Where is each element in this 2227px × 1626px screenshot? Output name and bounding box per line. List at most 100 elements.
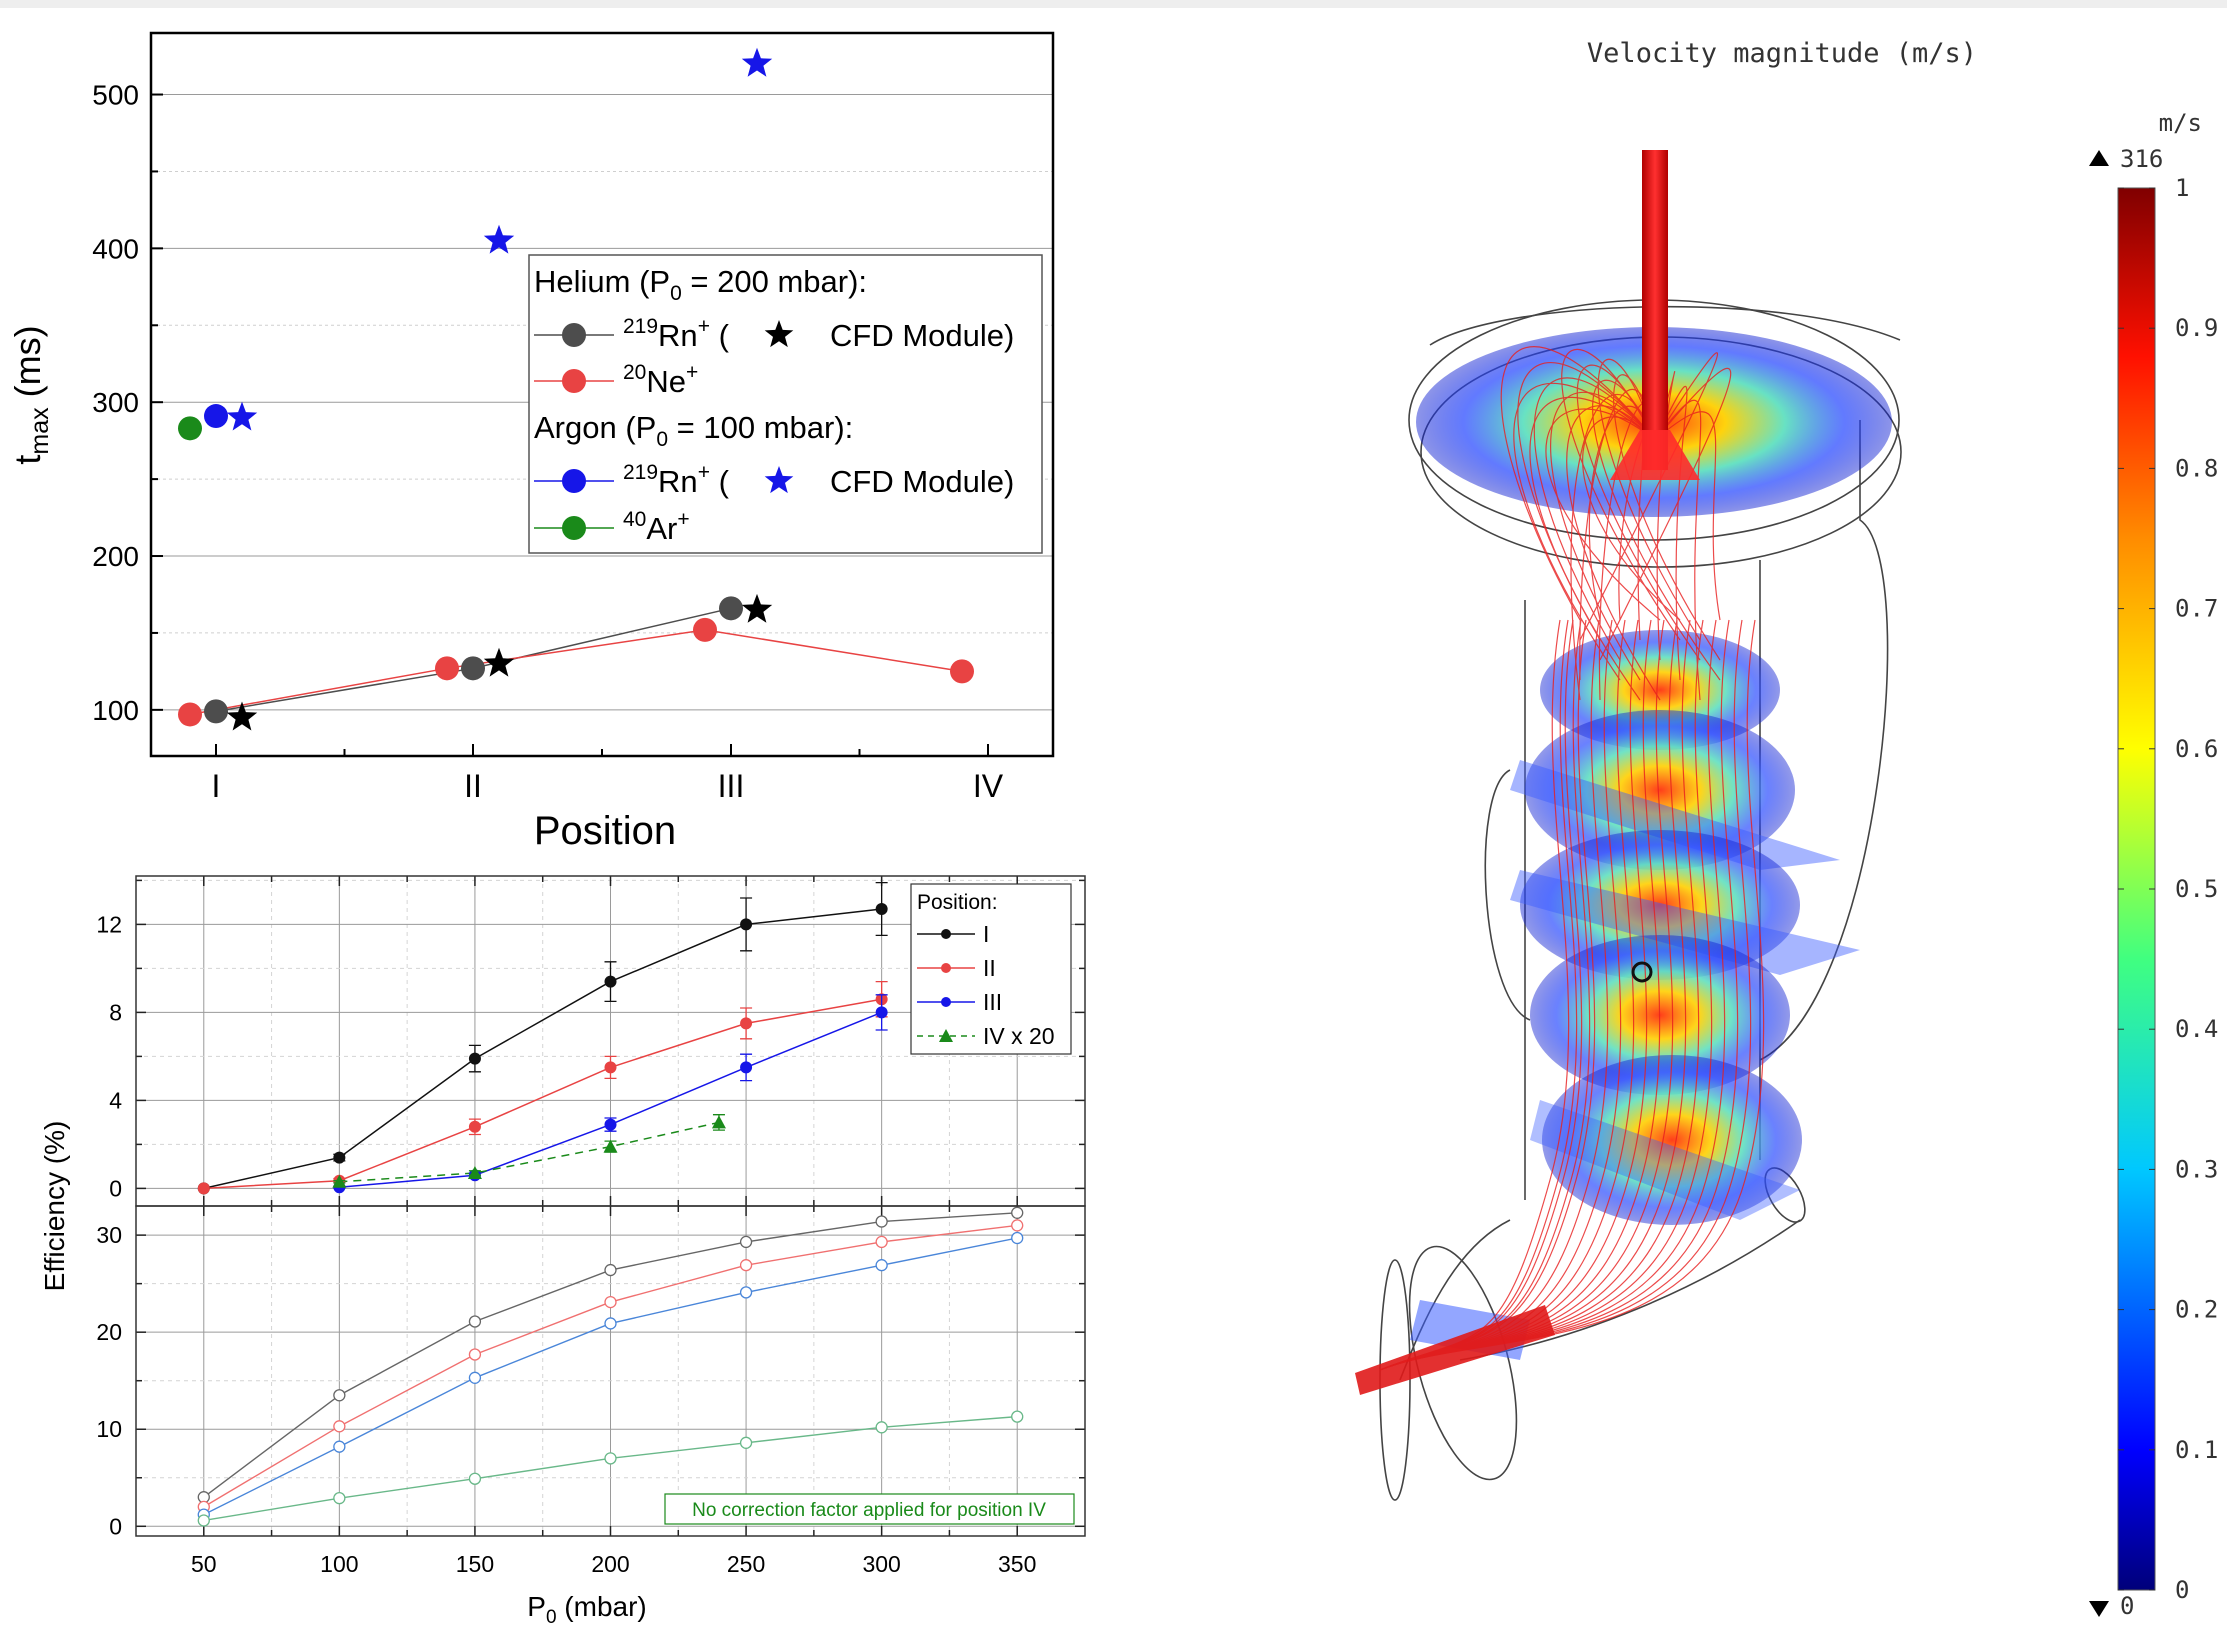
legend-he-rn-marker <box>562 323 586 347</box>
eff-top-axis-ticks: 0 4 8 12 <box>96 876 1085 1206</box>
eff-bottom-point-1 <box>468 1348 482 1361</box>
streamline <box>1582 416 1681 621</box>
eff-y-tick-label: 8 <box>109 999 122 1025</box>
eff-bottom-point-0 <box>739 1235 753 1249</box>
eff-legend-marker <box>941 929 951 939</box>
tmax-point-he_rn_cfd <box>483 647 515 677</box>
tmax-point-he_rn <box>719 596 743 621</box>
tmax-point-he_rn <box>204 699 228 724</box>
eff-x-tick-label: 200 <box>591 1551 629 1577</box>
eff-top-point-0 <box>875 903 888 915</box>
eff-legend-marker <box>941 997 951 1007</box>
legend-ar-rn-marker <box>562 469 586 493</box>
eff-legend-label: II <box>983 955 996 981</box>
tmax-point-ar_rn_cfd <box>226 401 258 431</box>
eff-legend-marker <box>939 1029 953 1042</box>
colorbar-min-triangle <box>2089 1601 2109 1617</box>
streamline <box>1592 379 1721 681</box>
eff-legend-title: Position: <box>917 891 998 914</box>
tmax-point-ar_rn_cfd <box>483 224 515 254</box>
tmax-point-he_ne <box>178 702 202 727</box>
eff-legend-label: I <box>983 921 989 947</box>
eff-annotation-box <box>664 1493 1075 1525</box>
tmax-point-ar_ar <box>178 416 202 441</box>
tmax-point-he_ne <box>435 656 459 681</box>
eff-bottom-point-0 <box>1011 1206 1024 1219</box>
colorbar-min-label: 0 <box>2120 1592 2134 1620</box>
eff-bottom-point-2 <box>875 1259 888 1272</box>
colorbar-max-triangle <box>2089 150 2109 166</box>
streamline <box>1588 405 1656 621</box>
top-bar <box>0 0 2227 8</box>
tmax-point-he_ne <box>950 659 974 684</box>
eff-top-point-3 <box>332 1174 347 1188</box>
eff-legend-label: IV x 20 <box>983 1023 1055 1049</box>
velocity-simulation-render: Velocity magnitude (m/s) <box>1355 38 2218 1620</box>
colorbar-tick-label: 0.5 <box>2175 875 2218 903</box>
legend-ar-ar-marker <box>562 516 586 540</box>
colorbar-tick-label: 0 <box>2175 1576 2189 1604</box>
colorbar-tick-label: 0.1 <box>2175 1436 2218 1464</box>
streamline <box>1654 385 1688 681</box>
eff-y-tick-label: 30 <box>96 1222 122 1248</box>
legend-he-rn-label: 219Rn+ ( <box>623 315 730 353</box>
eff-top-point-3 <box>467 1166 482 1179</box>
colorbar-tick-label: 0.8 <box>2175 454 2218 482</box>
streamline <box>1545 408 1661 621</box>
eff-x-tick-label: 100 <box>320 1551 358 1577</box>
colorbar-unit: m/s <box>2159 109 2202 137</box>
colorbar-tick-label: 0.6 <box>2175 735 2218 763</box>
eff-bottom-point-2 <box>604 1317 617 1330</box>
streamline <box>1579 352 1719 641</box>
streamline <box>1654 411 1721 621</box>
tmax-point-he_ne <box>693 617 717 642</box>
tmax-x-tick-label: III <box>718 768 745 804</box>
eff-bottom-axis-ticks: 0 10 20 30 50 100 150 200 250 300 350 <box>96 1206 1085 1577</box>
eff-top-point-0 <box>604 975 617 988</box>
eff-top-point-3 <box>603 1139 618 1153</box>
eff-bottom-point-2 <box>333 1440 346 1453</box>
streamline <box>1576 364 1701 661</box>
tmax-x-tick-label: IV <box>973 768 1004 804</box>
eff-top-point-3 <box>711 1115 726 1129</box>
eff-bottom-point-2 <box>1011 1231 1024 1245</box>
legend-ar-cfd-star <box>764 466 794 494</box>
eff-bottom-point-0 <box>604 1263 617 1277</box>
legend-ar-ar-label: 40Ar+ <box>623 508 690 546</box>
inlet-jet <box>1642 150 1668 470</box>
simulation-title: Velocity magnitude (m/s) <box>1587 38 1977 69</box>
eff-bottom-gridlines <box>136 1206 1085 1536</box>
eff-bottom-point-3 <box>875 1421 888 1434</box>
tmax-series-line-he_ne <box>189 629 963 716</box>
eff-bottom-point-3 <box>604 1452 617 1465</box>
streamline <box>1599 367 1732 661</box>
inlet-jet-spread <box>1610 430 1700 480</box>
eff-y-tick-label: 12 <box>96 911 122 937</box>
legend-he-cfd-label: CFD Module) <box>830 318 1014 353</box>
probe-ring <box>1631 961 1653 983</box>
streamline <box>1513 382 1656 681</box>
colorbar-ticks: 1 0.9 0.8 0.7 0.6 0.5 0.4 0.3 0.2 0.1 0 <box>2118 174 2218 1604</box>
eff-bottom-point-3 <box>739 1436 753 1449</box>
tmax-x-axis-title: Position <box>534 809 676 853</box>
legend-ar-cfd-label: CFD Module) <box>830 464 1014 499</box>
eff-bottom-point-3 <box>333 1491 346 1505</box>
eff-top-point-0 <box>333 1151 346 1164</box>
eff-bottom-point-3 <box>468 1472 482 1485</box>
colorbar-tick-label: 0.2 <box>2175 1296 2218 1324</box>
tmax-point-he_rn_cfd <box>741 593 773 623</box>
eff-bottom-point-1 <box>604 1295 617 1309</box>
eff-bottom-point-1 <box>875 1235 888 1249</box>
eff-top-point-2 <box>740 1061 753 1074</box>
eff-y-tick-label: 10 <box>96 1416 122 1442</box>
streamline <box>1570 393 1656 701</box>
eff-legend-box <box>910 883 1072 1055</box>
legend-he-ne-label: 20Ne+ <box>623 361 698 399</box>
legend-he-cfd-star <box>764 320 794 348</box>
eff-top-series-line-1 <box>203 998 882 1190</box>
eff-top-point-0 <box>468 1052 481 1065</box>
